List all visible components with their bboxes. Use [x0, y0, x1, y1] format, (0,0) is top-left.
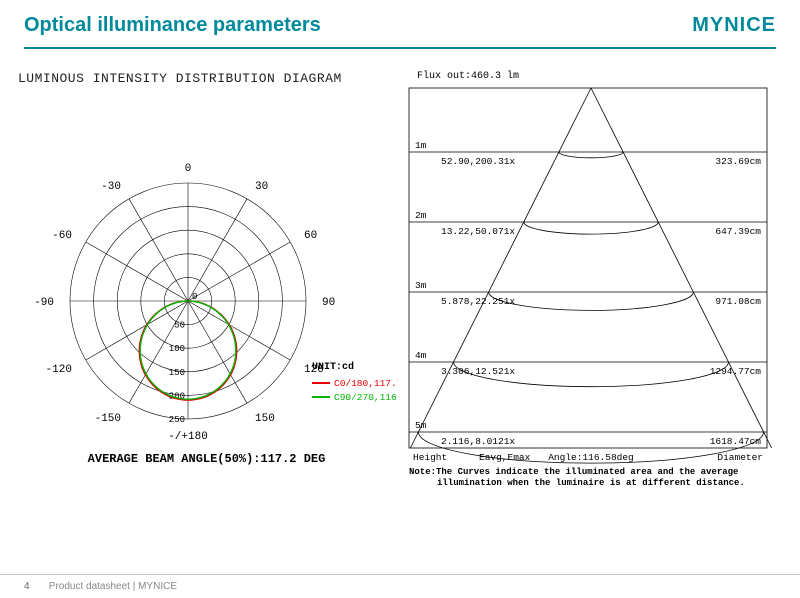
svg-text:100: 100 — [169, 344, 185, 354]
brand-logo: MYNICE — [692, 14, 776, 37]
svg-text:Eavg,Emax: Eavg,Emax — [479, 452, 531, 463]
svg-text:323.69cm: 323.69cm — [715, 156, 761, 167]
svg-text:2.116,8.0121x: 2.116,8.0121x — [441, 436, 515, 447]
svg-text:-60: -60 — [52, 230, 72, 242]
svg-text:0: 0 — [185, 163, 192, 175]
polar-diagram: -/+1801501209060300-150-120-90-60-300501… — [18, 126, 378, 446]
svg-text:C90/270,116.6deg: C90/270,116.6deg — [334, 392, 398, 403]
footer-text: Product datasheet | MYNICE — [49, 581, 177, 592]
svg-text:50: 50 — [174, 321, 185, 331]
flux-out-label: Flux out:460.3 lm — [417, 71, 782, 82]
svg-text:1294.77cm: 1294.77cm — [710, 366, 762, 377]
svg-text:52.90,200.31x: 52.90,200.31x — [441, 156, 515, 167]
svg-text:-120: -120 — [46, 364, 72, 376]
page-title: Optical illuminance parameters — [24, 14, 321, 37]
svg-text:150: 150 — [169, 368, 185, 378]
svg-text:1m: 1m — [415, 140, 427, 151]
svg-text:0: 0 — [192, 292, 197, 302]
svg-text:5m: 5m — [415, 420, 427, 431]
svg-text:647.39cm: 647.39cm — [715, 226, 761, 237]
svg-text:Height: Height — [413, 452, 447, 463]
svg-text:971.08cm: 971.08cm — [715, 296, 761, 307]
svg-text:150: 150 — [255, 413, 275, 425]
footer: 4 Product datasheet | MYNICE — [0, 574, 800, 598]
svg-text:4m: 4m — [415, 350, 427, 361]
svg-text:3.306,12.521x: 3.306,12.521x — [441, 366, 515, 377]
svg-text:250: 250 — [169, 415, 185, 425]
svg-text:UNIT:cd: UNIT:cd — [312, 361, 354, 373]
svg-text:13.22,50.071x: 13.22,50.071x — [441, 226, 515, 237]
svg-text:60: 60 — [304, 230, 317, 242]
page-number: 4 — [24, 581, 46, 592]
svg-text:1618.47cm: 1618.47cm — [710, 436, 762, 447]
svg-text:C0/180,117.7deg: C0/180,117.7deg — [334, 378, 398, 389]
cone-diagram: 1m 52.90,200.31x 323.69cm 2m 13.22,50.071x 64… — [405, 86, 775, 486]
svg-text:3m: 3m — [415, 280, 427, 291]
svg-text:-150: -150 — [95, 413, 121, 425]
svg-text:5.878,22.251x: 5.878,22.251x — [441, 296, 515, 307]
svg-text:-/+180: -/+180 — [168, 431, 208, 443]
svg-text:30: 30 — [255, 181, 268, 193]
svg-text:Angle:116.58deg: Angle:116.58deg — [548, 452, 634, 463]
svg-text:90: 90 — [322, 297, 335, 309]
svg-text:illumination when the luminair: illumination when the luminaire is at di… — [437, 478, 745, 488]
svg-text:2m: 2m — [415, 210, 427, 221]
svg-text:-30: -30 — [101, 181, 121, 193]
svg-text:Diameter: Diameter — [717, 452, 763, 463]
svg-text:Note:The Curves indicate the i: Note:The Curves indicate the illuminated… — [409, 467, 738, 477]
svg-text:-90: -90 — [34, 297, 54, 309]
diagram-title: LUMINOUS INTENSITY DISTRIBUTION DIAGRAM — [18, 71, 395, 86]
